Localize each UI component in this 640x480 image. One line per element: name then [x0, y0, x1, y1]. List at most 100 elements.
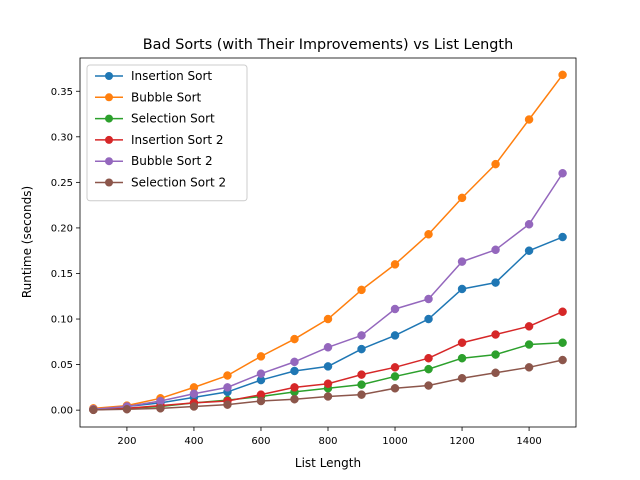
data-point [491, 245, 500, 255]
data-point [223, 383, 232, 392]
x-axis-label: List Length [295, 456, 361, 470]
data-point [491, 159, 500, 169]
legend-marker [105, 178, 113, 187]
data-point [558, 169, 567, 178]
data-point [491, 350, 500, 359]
y-tick-label: 0.10 [51, 315, 73, 326]
legend-box [86, 64, 248, 202]
legend-label: Selection Sort 2 [131, 176, 226, 190]
x-tick-label: 1000 [382, 436, 407, 447]
data-point [390, 331, 400, 340]
y-tick-label: 0.35 [51, 87, 73, 98]
y-tick-label: 0.05 [51, 360, 73, 371]
legend-label: Bubble Sort 2 [131, 154, 213, 168]
data-point [323, 314, 333, 324]
data-point [223, 400, 232, 409]
data-point [424, 314, 433, 324]
data-point [558, 70, 567, 80]
legend-label: Selection Sort [131, 112, 215, 126]
data-point [390, 363, 400, 372]
data-point [89, 405, 98, 415]
data-point [524, 363, 534, 372]
data-point [457, 374, 467, 383]
data-point [424, 381, 433, 390]
data-point [223, 371, 232, 380]
data-point [357, 390, 366, 399]
data-point [290, 334, 299, 344]
y-tick-label: 0.30 [51, 132, 73, 143]
data-point [491, 368, 500, 378]
data-point [357, 344, 366, 354]
data-point [558, 355, 567, 365]
data-point [156, 404, 165, 413]
data-point [189, 402, 199, 411]
data-point [390, 384, 400, 393]
legend-item: Selection Sort [95, 112, 215, 126]
data-point [323, 379, 333, 388]
data-point [524, 220, 534, 229]
legend-item: Selection Sort 2 [95, 176, 226, 190]
y-tick-label: 0.15 [51, 269, 73, 280]
data-point [156, 396, 165, 406]
legend-item: Insertion Sort [95, 69, 212, 83]
data-point [491, 278, 500, 287]
x-tick-label: 1400 [516, 436, 541, 447]
data-point [457, 193, 467, 203]
x-tick-label: 200 [117, 436, 136, 447]
data-point [457, 284, 467, 294]
y-tick-label: 0.00 [51, 406, 73, 417]
data-point [357, 370, 366, 379]
data-point [323, 343, 333, 352]
plot-area: 200 400 600 800 1000 1200 1400 0.00 0.05 0.10 0.15… [51, 57, 577, 447]
data-point [390, 260, 400, 269]
data-point [524, 246, 534, 255]
legend-label: Insertion Sort 2 [131, 133, 224, 147]
data-point [524, 115, 534, 124]
data-point [357, 331, 366, 340]
data-point [290, 394, 299, 404]
data-point [424, 230, 433, 239]
legend-item: Insertion Sort 2 [95, 133, 224, 147]
data-point [558, 232, 567, 242]
legend-item: Bubble Sort [95, 90, 201, 104]
y-tick-label: 0.25 [51, 178, 73, 189]
data-point [524, 340, 534, 349]
legend-marker [105, 157, 113, 166]
data-point [256, 369, 266, 378]
data-point [290, 383, 299, 392]
data-point [457, 257, 467, 266]
data-point [390, 372, 400, 381]
data-point [357, 380, 366, 389]
data-point [189, 389, 199, 398]
legend-marker [105, 72, 113, 80]
legend-label: Insertion Sort [131, 69, 212, 83]
x-tick-label: 800 [318, 436, 337, 447]
x-tick-label: 400 [184, 436, 203, 447]
data-point [323, 392, 333, 401]
data-point [457, 338, 467, 347]
data-point [390, 304, 400, 314]
series-6 [89, 355, 567, 415]
data-point [558, 307, 567, 316]
data-point [491, 330, 500, 339]
y-axis-label: Runtime (seconds) [20, 186, 34, 298]
x-tick-label: 600 [251, 436, 270, 447]
legend-marker [105, 135, 113, 144]
data-point [457, 353, 467, 363]
chart-title: Bad Sorts (with Their Improvements) vs L… [143, 37, 513, 53]
legend-marker [105, 93, 113, 102]
data-point [323, 362, 333, 371]
legend: Insertion Sort Bubble Sort Selection Sort I… [86, 64, 248, 202]
data-point [424, 353, 433, 363]
data-point [357, 285, 366, 295]
data-point [424, 294, 433, 304]
y-tick-label: 0.20 [51, 223, 73, 234]
data-point [256, 352, 266, 361]
legend-marker [105, 114, 113, 123]
data-point [290, 366, 299, 376]
legend-item: Bubble Sort 2 [95, 154, 213, 168]
x-tick-label: 1200 [449, 436, 474, 447]
series-5 [89, 169, 567, 414]
data-point [256, 396, 266, 406]
